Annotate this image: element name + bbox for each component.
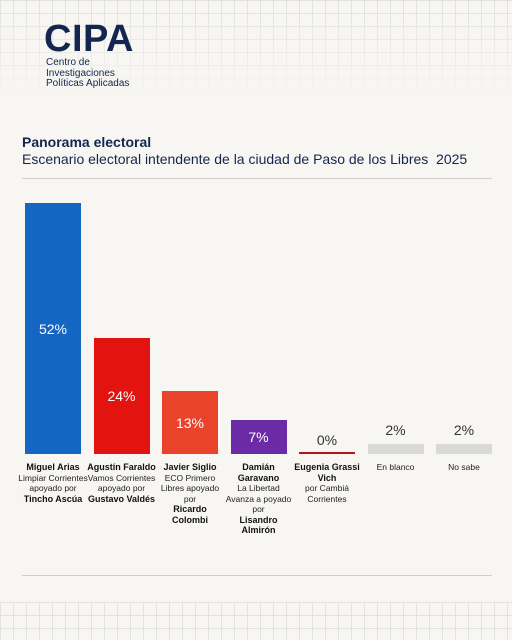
logo-name: CIPA [44, 18, 134, 60]
chart-title: Panorama electoral [22, 134, 152, 150]
candidate-detail: Limpiar Corrientes apoyado por [18, 472, 88, 494]
candidate-detail: Vamos Corrientes apoyado por [87, 472, 156, 494]
category-label: Miguel Arias Limpiar Corrientes apoyado p… [18, 462, 88, 504]
candidate-backer: Gustavo Valdés [87, 493, 156, 504]
candidate-backer: Ricardo Colombi [172, 504, 208, 525]
divider [22, 575, 492, 576]
logo-line: Investigaciones [46, 67, 115, 79]
value-label: 0% [316, 432, 338, 448]
candidate-name: En blanco [376, 462, 415, 472]
bar [25, 203, 81, 454]
value-label: 7% [248, 429, 269, 446]
logo-text: Centro de Investigaciones Políticas Apli… [46, 57, 130, 90]
category-label: En blanco [361, 462, 431, 473]
candidate-name: Damián Garavano [237, 462, 280, 483]
category-label: Damián Garavano La Libertad Avanza a poya… [224, 462, 294, 536]
chart-subtitle: Escenario electoral intendente de la ciu… [22, 151, 468, 167]
logo-line: Políticas Aplicadas [46, 78, 130, 89]
candidate-detail: por Cambiá Corrientes [305, 483, 349, 504]
grid-background [0, 602, 512, 640]
divider [22, 178, 492, 179]
bar [93, 338, 150, 454]
candidate-name: Eugenia Grassi Vich [294, 462, 360, 483]
candidate-name: Javier Siglio [163, 462, 217, 472]
value-label: 2% [385, 422, 406, 439]
candidate-name: No sabe [448, 462, 480, 472]
bar [299, 452, 355, 454]
candidate-backer: Lisandro Almirón [239, 514, 278, 536]
fade [0, 8, 512, 108]
category-label: Javier Siglio ECO Primero Libres apoyado … [155, 462, 225, 525]
value-label: 13% [175, 414, 205, 431]
bar [162, 391, 218, 454]
candidate-detail: La Libertad Avanza a poyado por [225, 483, 292, 514]
candidate-backer: Tincho Ascúa [23, 493, 83, 504]
candidate-detail: ECO Primero Libres apoyado por [160, 472, 220, 504]
value-label: 2% [453, 422, 475, 439]
bar [436, 444, 492, 454]
value-label: 52% [38, 320, 68, 337]
logo-line: Centro de [46, 57, 90, 68]
category-label: No sabe [429, 462, 499, 473]
candidate-name: Miguel Arias [26, 462, 80, 472]
bar [367, 444, 424, 454]
candidate-name: Agustín Faraldo [87, 462, 156, 472]
category-label: Agustín Faraldo Vamos Corrientes apoyado … [87, 462, 157, 504]
bar [230, 420, 287, 454]
category-label: Eugenia Grassi Vich por Cambiá Corrientes [292, 462, 362, 504]
value-label: 24% [107, 388, 136, 405]
